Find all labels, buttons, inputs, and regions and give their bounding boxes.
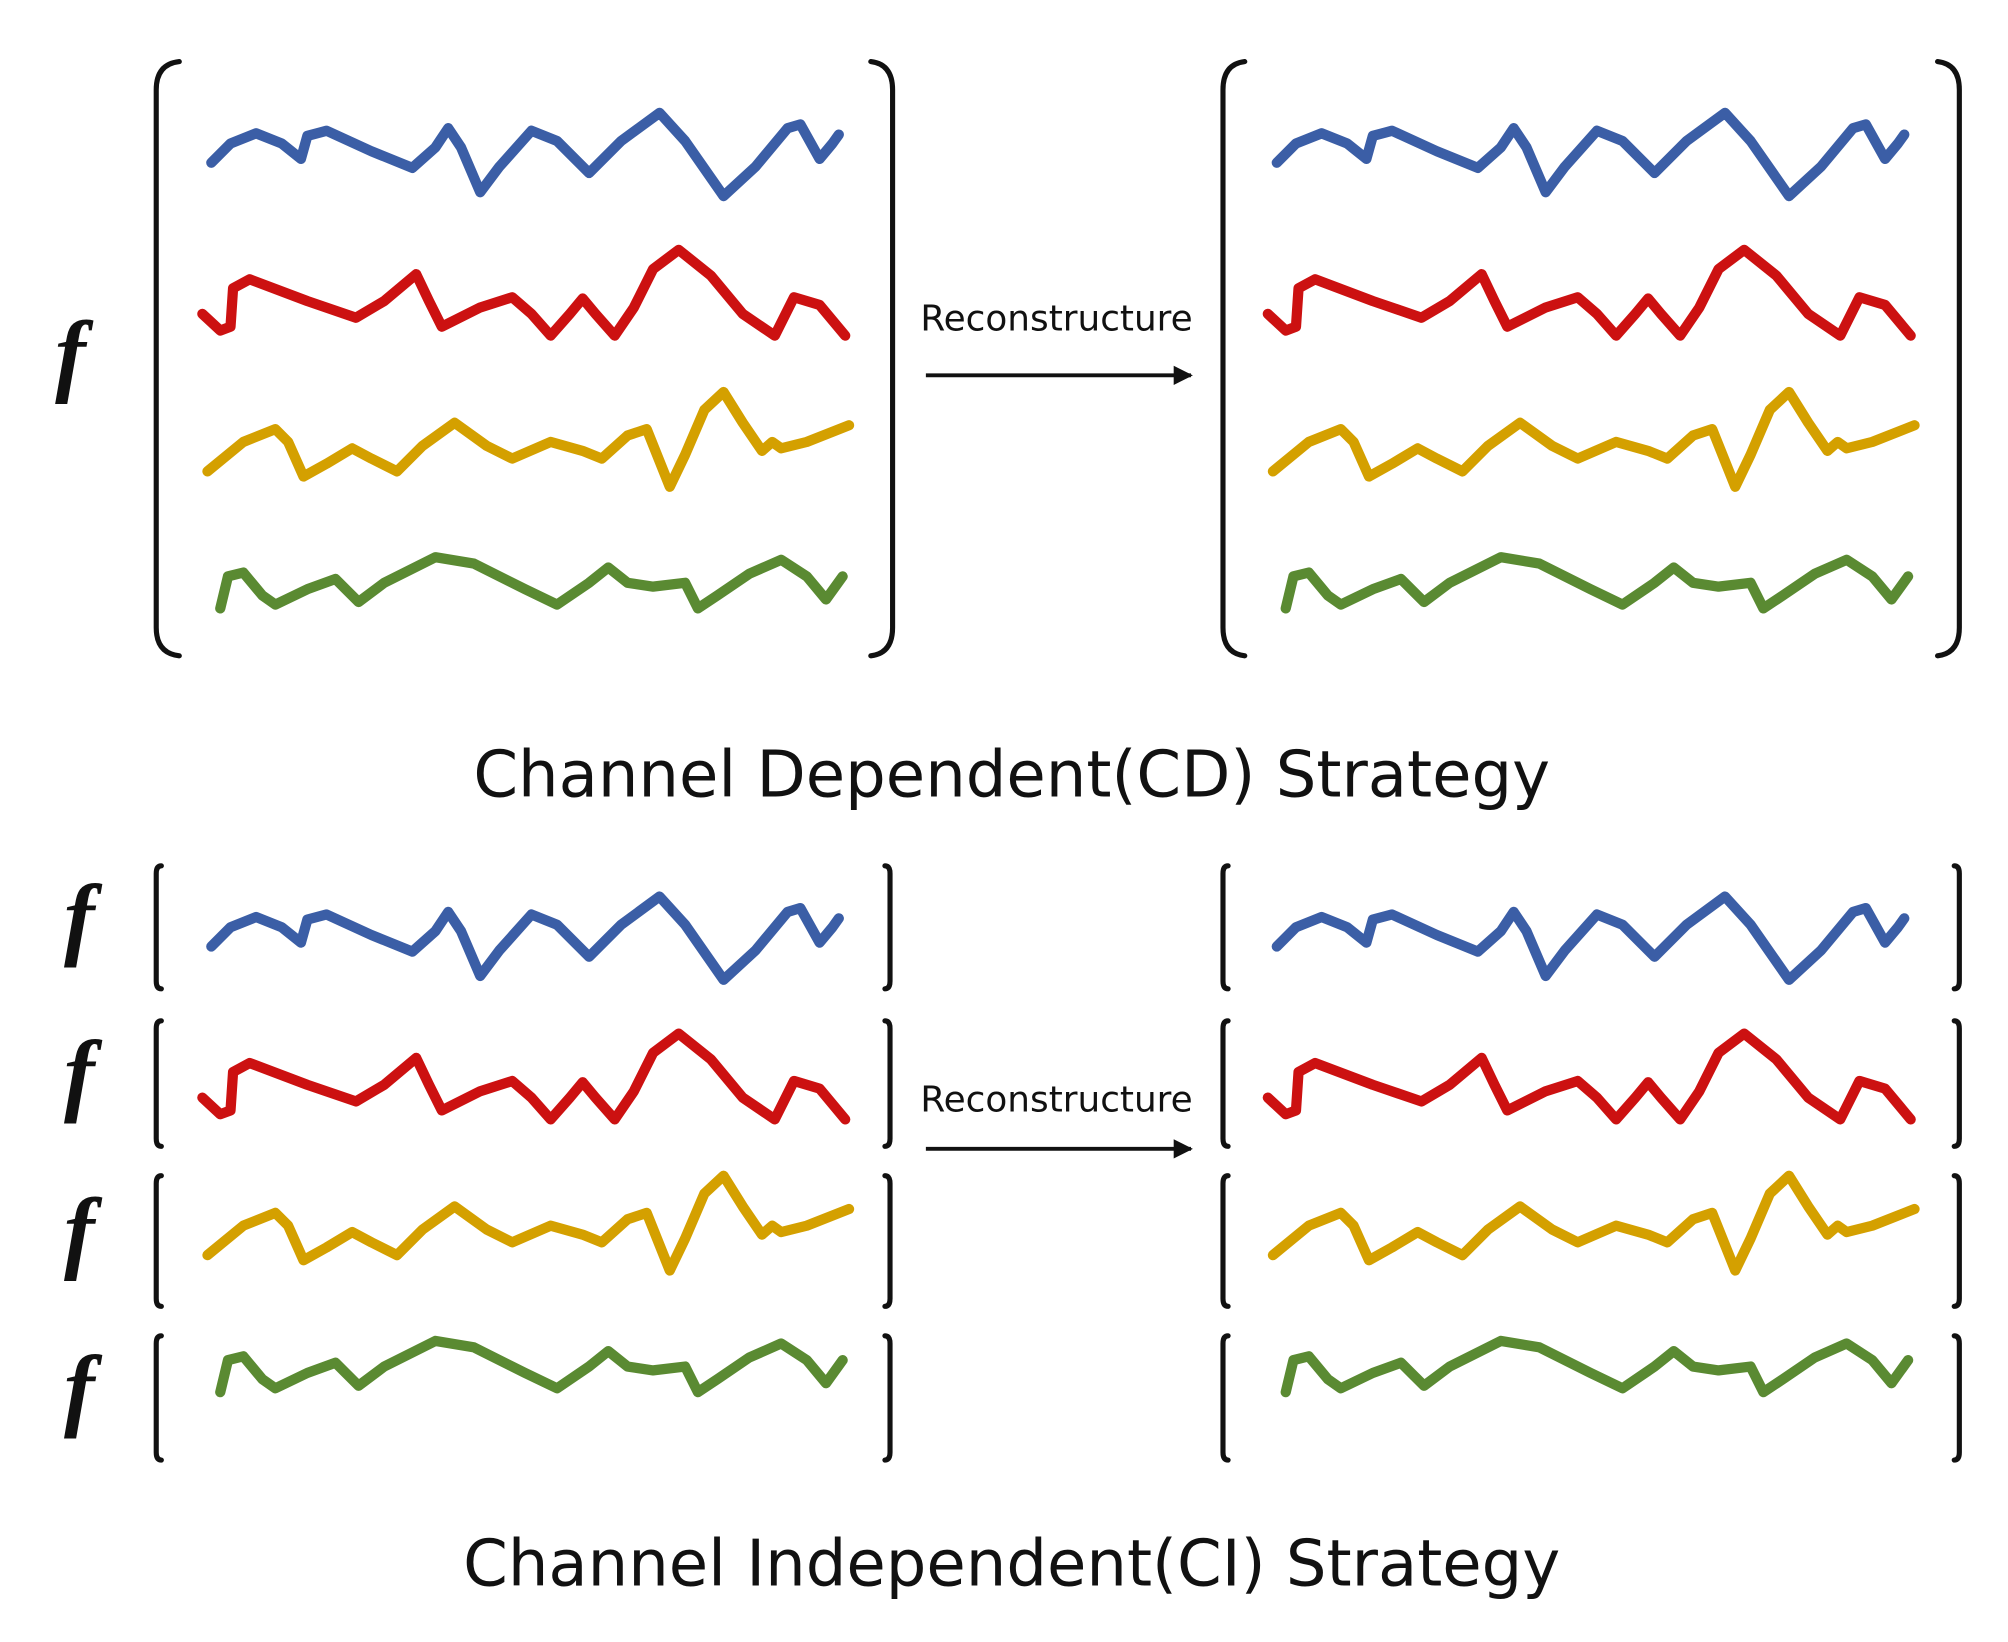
- ci-brackets: [153, 863, 1962, 1463]
- caption: Channel Dependent(CD) Strategy: [473, 739, 1550, 813]
- function-label: f: [64, 1180, 103, 1282]
- cd-input: [153, 59, 896, 659]
- arrow-label: Reconstructure: [920, 1080, 1192, 1121]
- function-label: f: [64, 1337, 103, 1439]
- caption: Channel Independent(CI) Strategy: [463, 1528, 1560, 1602]
- arrow-label: Reconstructure: [920, 299, 1192, 340]
- ci-output: [1268, 897, 1915, 1393]
- cd-output: [1220, 59, 1962, 659]
- ci-input: [202, 897, 849, 1393]
- ci-function-labels: f f f f: [64, 866, 103, 1439]
- function-label: f: [64, 866, 103, 968]
- function-label: f: [64, 1022, 103, 1124]
- function-label: f: [55, 302, 94, 404]
